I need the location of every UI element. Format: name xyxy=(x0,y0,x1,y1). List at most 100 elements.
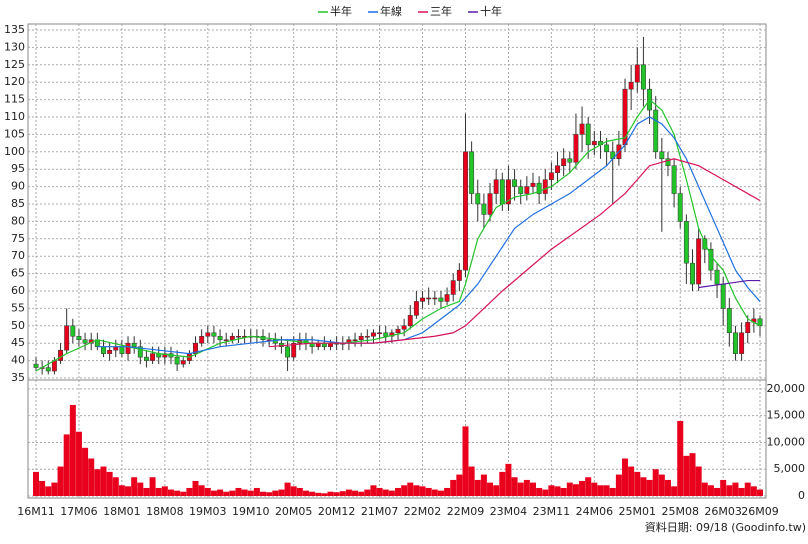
candle-body xyxy=(101,346,106,354)
candle-body xyxy=(702,238,708,250)
volume-bar xyxy=(192,481,199,496)
volume-bar xyxy=(437,490,444,496)
candle-body xyxy=(223,339,229,341)
volume-bar xyxy=(579,481,586,496)
volume-bar xyxy=(198,485,205,496)
volume-bar xyxy=(358,491,365,496)
candle-body xyxy=(162,353,168,358)
candle-body xyxy=(401,325,407,330)
candle-body xyxy=(585,123,591,146)
candle-body xyxy=(634,64,640,83)
candle-body xyxy=(726,308,732,334)
candle-body xyxy=(708,248,714,271)
volume-bar xyxy=(572,484,579,496)
y-tick-label: 65 xyxy=(11,267,25,280)
volume-bar xyxy=(223,491,230,496)
candle-body xyxy=(591,141,597,146)
volume-bar xyxy=(597,485,604,496)
volume-bar xyxy=(143,487,150,496)
volume-bar xyxy=(750,486,757,496)
legend-label: 年線 xyxy=(380,4,402,18)
candle-body xyxy=(690,262,695,285)
volume-bar xyxy=(462,426,469,496)
volume-bar xyxy=(622,458,629,496)
x-tick-label: 24M06 xyxy=(576,505,614,518)
volume-bar xyxy=(39,481,46,496)
candle-body xyxy=(432,297,438,300)
candle-body xyxy=(137,346,143,358)
volume-bar xyxy=(480,474,487,496)
x-tick-label: 17M06 xyxy=(60,505,98,518)
ma-line xyxy=(698,279,760,289)
volume-bar xyxy=(382,489,389,496)
candle-body xyxy=(358,335,364,340)
candle-body xyxy=(371,332,376,337)
volume-bar xyxy=(376,487,383,496)
volume-bar xyxy=(339,491,346,496)
x-tick-label: 23M11 xyxy=(533,505,571,518)
x-tick-label: 16M11 xyxy=(17,505,55,518)
candle-body xyxy=(107,349,113,354)
ma-line xyxy=(97,116,761,355)
candle-body xyxy=(82,339,88,344)
ma-line xyxy=(269,158,761,348)
volume-bar xyxy=(302,490,309,496)
volume-bar xyxy=(364,489,371,496)
volume-bar xyxy=(278,489,285,496)
y-tick-label: 105 xyxy=(4,127,25,140)
candle-body xyxy=(653,109,659,153)
candle-body xyxy=(567,158,573,163)
candle-body xyxy=(174,356,180,365)
candle-body xyxy=(285,346,291,358)
candle-body xyxy=(714,269,720,285)
candle-body xyxy=(720,283,726,309)
candle-body xyxy=(579,123,585,135)
candle-body xyxy=(640,64,646,90)
volume-bar xyxy=(217,489,224,496)
candle-body xyxy=(671,165,677,194)
volume-bar xyxy=(131,477,138,496)
volume-bar xyxy=(125,486,132,496)
candle-body xyxy=(199,335,205,344)
volume-bar xyxy=(695,466,702,496)
x-tick-label: 22M02 xyxy=(404,505,442,518)
volume-bar xyxy=(425,487,432,496)
volume-bar xyxy=(536,487,543,496)
y-tick-label: 35 xyxy=(11,371,25,384)
y-tick-label: 120 xyxy=(4,75,25,88)
legend-label: 十年 xyxy=(480,4,502,18)
volume-bar xyxy=(296,487,303,496)
volume-bar xyxy=(235,487,242,496)
volume-bar xyxy=(327,491,334,496)
volume-bar xyxy=(701,482,708,496)
candle-body xyxy=(229,335,235,340)
candle-body xyxy=(119,346,125,354)
y-tick-label: 75 xyxy=(11,232,25,245)
volume-bar xyxy=(634,471,641,496)
candle-body xyxy=(51,360,57,372)
candle-body xyxy=(58,349,63,361)
candle-body xyxy=(205,332,211,337)
volume-bar xyxy=(664,479,671,496)
volume-bar xyxy=(505,463,512,496)
volume-bar xyxy=(487,482,494,496)
candle-body xyxy=(696,238,702,285)
volume-bar xyxy=(167,489,174,496)
x-tick-label: 20M12 xyxy=(318,505,356,518)
volume-bar xyxy=(474,479,481,496)
candle-body xyxy=(505,179,511,205)
y-tick-label: 45 xyxy=(11,336,25,349)
volume-bar xyxy=(82,447,89,496)
legend-label: 三年 xyxy=(430,4,452,18)
candle-body xyxy=(450,280,456,295)
volume-bar xyxy=(94,469,101,496)
volume-bar xyxy=(456,474,463,496)
volume-bar xyxy=(45,486,52,496)
volume-bar xyxy=(720,479,727,496)
volume-bar xyxy=(640,477,647,496)
candle-body xyxy=(524,186,530,194)
candle-body xyxy=(426,297,432,300)
candle-body xyxy=(413,301,419,316)
